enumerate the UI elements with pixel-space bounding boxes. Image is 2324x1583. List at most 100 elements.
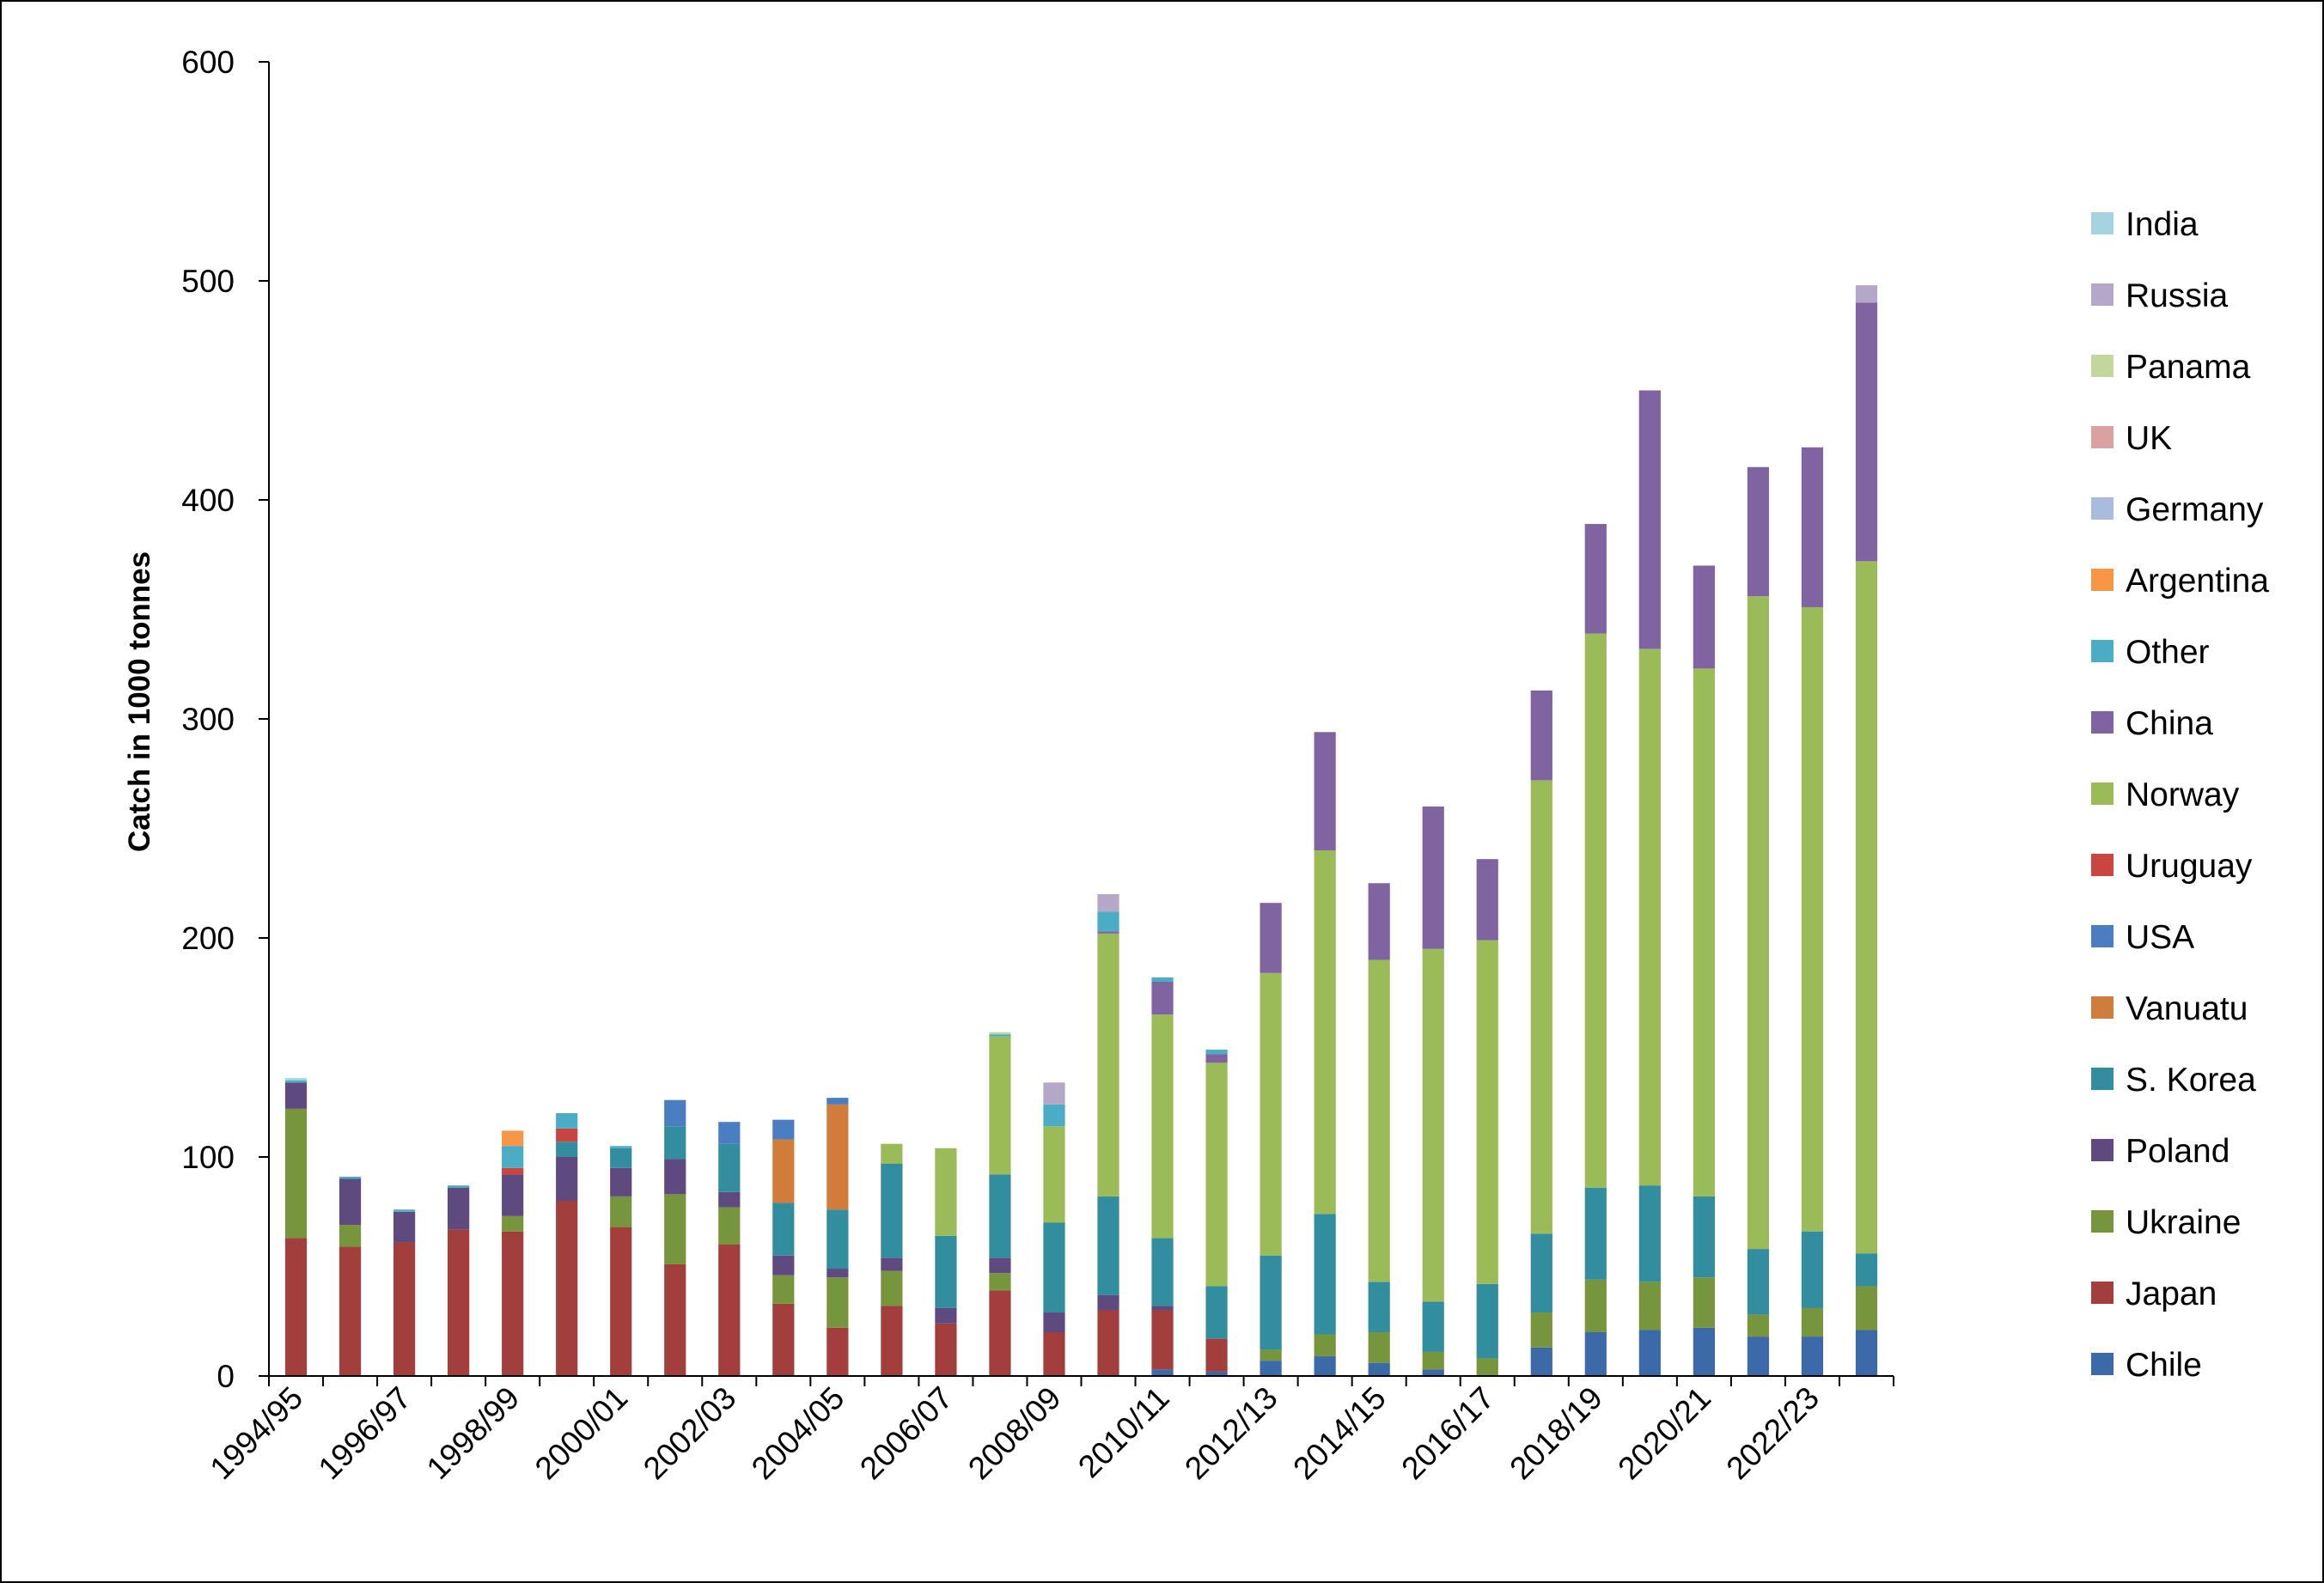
legend-item-poland: Poland — [2091, 1133, 2229, 1170]
legend-label: China — [2126, 705, 2213, 742]
bar-segment-s-korea-2014-15 — [1368, 1282, 1390, 1332]
bar-segment-poland-1998-99 — [502, 1174, 524, 1216]
x-tick-label: 2018/19 — [1503, 1380, 1609, 1487]
bar-segment-chile-2014-15 — [1368, 1362, 1390, 1376]
bar-segment-ukraine-2017-18 — [1530, 1312, 1552, 1348]
bar-segment-ukraine-1995-96 — [339, 1225, 362, 1247]
x-tick-label: 1998/99 — [420, 1380, 527, 1487]
bar-segment-china-2011-12 — [1205, 1054, 1228, 1063]
bar-segment-s-korea-2005-06 — [881, 1163, 903, 1258]
bar-segment-poland-2008-09 — [1043, 1312, 1065, 1332]
y-tick-label: 200 — [181, 921, 235, 956]
bar-segment-chile-2012-13 — [1260, 1361, 1282, 1376]
bar-segment-other-1998-99 — [502, 1146, 524, 1168]
legend-label: S. Korea — [2126, 1062, 2256, 1099]
bar-segment-poland-1997-98 — [448, 1187, 470, 1230]
bar-segment-poland-2002-03 — [718, 1191, 741, 1208]
bar-segment-ukraine-2000-01 — [610, 1196, 632, 1227]
bar-segment-japan-2008-09 — [1043, 1332, 1065, 1376]
bar-segment-s-korea-2023-24 — [1855, 1253, 1878, 1287]
bar-segment-other-2009-10 — [1097, 911, 1119, 932]
legend-swatch — [2091, 854, 2114, 876]
x-tick-label: 2000/01 — [528, 1380, 635, 1487]
legend-item-china: China — [2091, 705, 2213, 742]
bar-segment-japan-2001-02 — [664, 1263, 686, 1376]
legend-swatch — [2091, 1353, 2114, 1375]
legend-swatch — [2091, 1068, 2114, 1090]
bar-segment-other-2000-01 — [610, 1146, 632, 1148]
legend-item-india: India — [2091, 206, 2199, 243]
legend-item-uk: UK — [2091, 420, 2172, 457]
bar-segment-japan-2009-10 — [1097, 1310, 1119, 1376]
bar-segment-norway-2014-15 — [1368, 959, 1390, 1282]
bar-segment-norway-2021-22 — [1747, 596, 1770, 1250]
bar-segment-ukraine-2007-08 — [989, 1273, 1011, 1291]
bar-segment-chile-2019-20 — [1638, 1330, 1661, 1376]
bar-segment-ukraine-2013-14 — [1314, 1334, 1336, 1357]
bar-segment-ukraine-2022-23 — [1801, 1307, 1824, 1337]
axes-layer: 0 100 200 300 400 500 600 1994/95 1996/97 1998/99… — [181, 45, 1894, 1486]
bar-segment-poland-2006-07 — [935, 1307, 957, 1324]
bar-segment-chile-2020-21 — [1693, 1327, 1715, 1376]
x-tick-label: 2006/07 — [853, 1380, 960, 1487]
bar-segment-other-1996-97 — [393, 1209, 416, 1212]
bar-segment-s-korea-2001-02 — [664, 1126, 686, 1160]
bar-segment-s-korea-2018-19 — [1584, 1187, 1607, 1280]
bar-segment-poland-2009-10 — [1097, 1294, 1119, 1311]
legend-swatch — [2091, 283, 2114, 306]
bar-segment-china-2018-19 — [1584, 524, 1607, 634]
bar-segment-norway-2016-17 — [1476, 940, 1498, 1284]
bar-segment-norway-2009-10 — [1097, 933, 1119, 1196]
y-tick-label: 0 — [217, 1359, 235, 1394]
bar-segment-japan-2003-04 — [772, 1303, 795, 1376]
legend-swatch — [2091, 996, 2114, 1019]
bar-segment-chile-2018-19 — [1584, 1332, 1607, 1376]
legend-swatch — [2091, 569, 2114, 591]
bars-layer — [284, 285, 1878, 1376]
legend-item-s-korea: S. Korea — [2091, 1062, 2256, 1099]
bar-segment-norway-2019-20 — [1638, 648, 1661, 1186]
legend-label: Norway — [2126, 776, 2240, 813]
legend-item-ukraine: Ukraine — [2091, 1204, 2241, 1241]
bar-segment-ukraine-2023-24 — [1855, 1286, 1878, 1330]
bar-segment-poland-2000-01 — [610, 1167, 632, 1196]
bar-segment-s-korea-2003-04 — [772, 1202, 795, 1256]
bar-segment-s-korea-2013-14 — [1314, 1214, 1336, 1335]
bar-segment-ukraine-2012-13 — [1260, 1349, 1282, 1361]
bar-segment-japan-1995-96 — [339, 1246, 362, 1376]
bar-segment-ukraine-1998-99 — [502, 1215, 524, 1232]
bar-segment-s-korea-2020-21 — [1693, 1196, 1715, 1278]
x-tick-label: 2008/09 — [961, 1380, 1068, 1487]
bar-segment-japan-1994-95 — [284, 1238, 308, 1376]
bar-segment-s-korea-2004-05 — [827, 1209, 849, 1269]
bar-segment-usa-2001-02 — [664, 1099, 686, 1127]
bar-segment-other-1999-00 — [556, 1113, 578, 1129]
bar-segment-poland-2004-05 — [827, 1269, 849, 1278]
bar-segment-s-korea-2007-08 — [989, 1174, 1011, 1258]
legend-item-argentina: Argentina — [2091, 563, 2269, 600]
bar-segment-norway-2013-14 — [1314, 850, 1336, 1215]
bar-segment-s-korea-1999-00 — [556, 1142, 578, 1157]
bar-segment-s-korea-2010-11 — [1151, 1238, 1174, 1306]
bar-segment-ukraine-2003-04 — [772, 1275, 795, 1304]
x-tick-label: 1994/95 — [204, 1380, 310, 1487]
bar-segment-s-korea-2015-16 — [1422, 1301, 1444, 1352]
legend-label: Germany — [2126, 491, 2264, 528]
bar-segment-japan-1997-98 — [448, 1229, 470, 1376]
bar-segment-japan-2010-11 — [1151, 1310, 1174, 1370]
bar-segment-other-1995-96 — [339, 1176, 362, 1179]
bar-segment-japan-2002-03 — [718, 1245, 741, 1376]
bar-segment-norway-2012-13 — [1260, 972, 1282, 1256]
legend-swatch — [2091, 711, 2114, 734]
legend-label: Vanuatu — [2126, 990, 2248, 1027]
bar-segment-norway-2022-23 — [1801, 606, 1824, 1232]
bar-segment-other-1994-95 — [284, 1080, 308, 1083]
legend-item-russia: Russia — [2091, 277, 2229, 314]
bar-segment-norway-2011-12 — [1205, 1062, 1228, 1287]
y-tick-label: 600 — [181, 45, 235, 80]
bar-segment-s-korea-2022-23 — [1801, 1231, 1824, 1308]
bar-segment-india-1994-95 — [284, 1078, 308, 1081]
bar-segment-japan-2011-12 — [1205, 1338, 1228, 1372]
bar-segment-s-korea-2016-17 — [1476, 1283, 1498, 1359]
bar-segment-norway-2018-19 — [1584, 633, 1607, 1188]
